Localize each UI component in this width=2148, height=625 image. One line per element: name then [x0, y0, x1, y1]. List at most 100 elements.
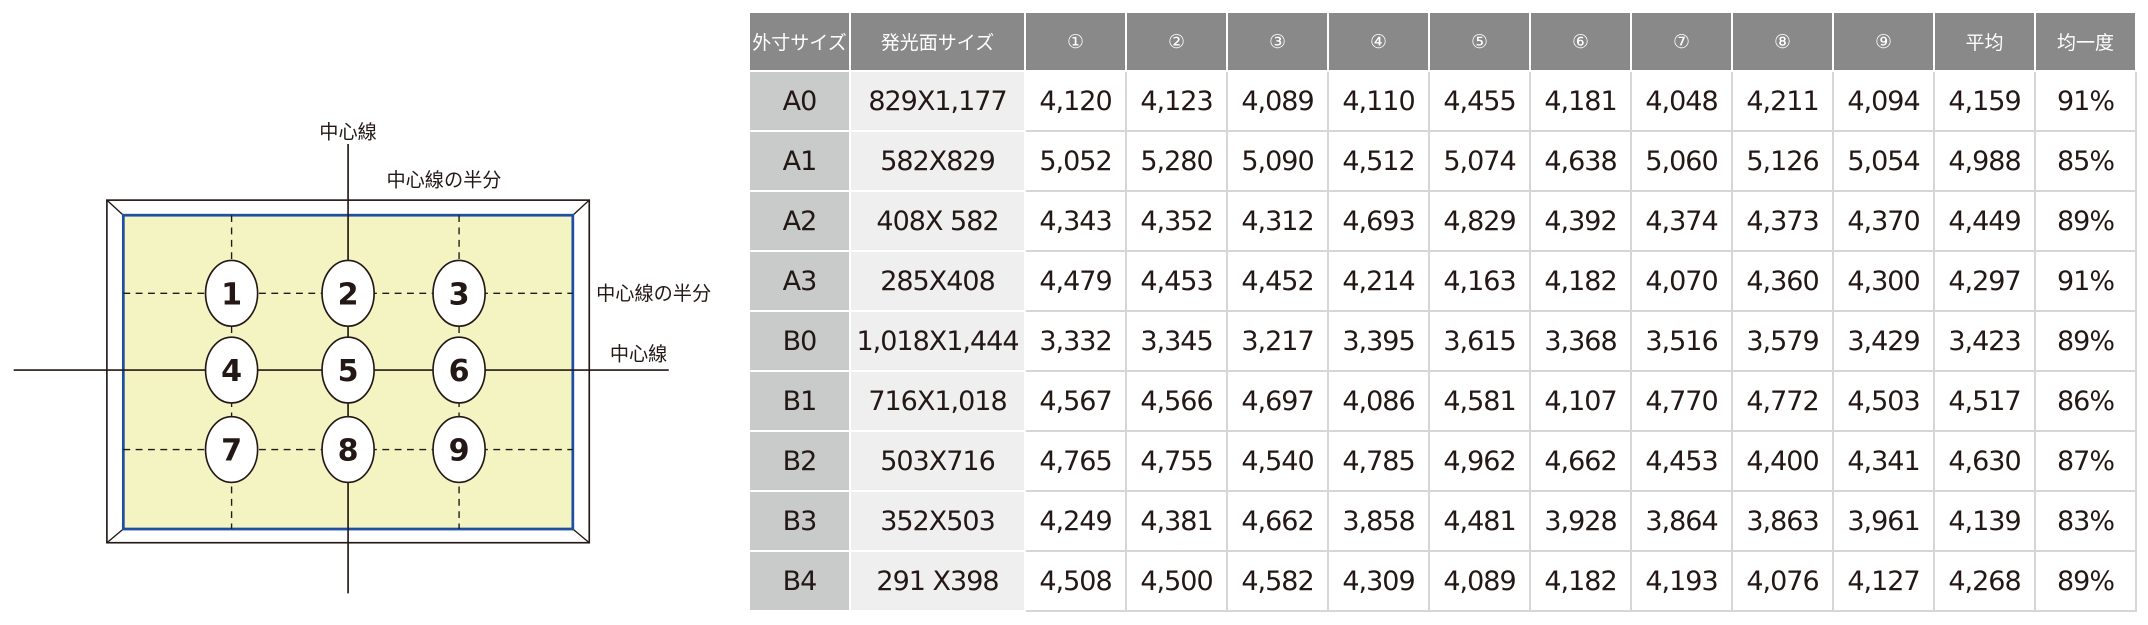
point-value-cell: 4,453 [1630, 430, 1733, 492]
column-header: ② [1125, 11, 1228, 72]
point-value-cell: 4,249 [1024, 490, 1127, 552]
average-cell: 4,139 [1933, 490, 2036, 552]
point-value-cell: 4,312 [1226, 190, 1329, 252]
point-value-cell: 3,961 [1832, 490, 1935, 552]
table-row: B4 291 X398 4,508 4,500 4,582 4,309 4,089 4,182… [748, 550, 2137, 612]
point-value-cell: 4,581 [1428, 370, 1531, 432]
table-row: A2 408X 582 4,343 4,352 4,312 4,693 4,829 4,392… [748, 190, 2137, 252]
average-cell: 4,630 [1933, 430, 2036, 492]
average-cell: 4,159 [1933, 70, 2036, 132]
point-value-cell: 4,567 [1024, 370, 1127, 432]
point-value-cell: 4,123 [1125, 70, 1228, 132]
uniformity-cell: 91% [2034, 250, 2137, 312]
point-circle [321, 259, 375, 328]
column-header: 発光面サイズ [849, 11, 1026, 72]
point-value-cell: 4,110 [1327, 70, 1430, 132]
table-row: B3 352X503 4,249 4,381 4,662 3,858 4,481 3,928 3… [748, 490, 2137, 552]
point-circle [432, 259, 486, 328]
uniformity-cell: 87% [2034, 430, 2137, 492]
measurement-point-3: 3 [432, 259, 486, 328]
point-circle [204, 259, 259, 328]
outer-size-cell: B0 [748, 310, 851, 372]
point-value-cell: 3,615 [1428, 310, 1531, 372]
uniformity-cell: 91% [2034, 70, 2137, 132]
point-number: 5 [338, 354, 359, 389]
uniformity-cell: 85% [2034, 130, 2137, 192]
outer-size-cell: B3 [748, 490, 851, 552]
column-header: ④ [1327, 11, 1430, 72]
measurement-point-6: 6 [432, 336, 486, 404]
point-value-cell: 4,582 [1226, 550, 1329, 612]
point-number: 4 [221, 354, 242, 389]
point-value-cell: 4,755 [1125, 430, 1228, 492]
point-number: 9 [449, 434, 470, 469]
point-value-cell: 4,374 [1630, 190, 1733, 252]
center-line-label-right: 中心線 [610, 342, 668, 365]
point-value-cell: 4,452 [1226, 250, 1329, 312]
column-header: ⑨ [1832, 11, 1935, 72]
point-value-cell: 4,309 [1327, 550, 1430, 612]
point-value-cell: 4,540 [1226, 430, 1329, 492]
point-value-cell: 3,858 [1327, 490, 1430, 552]
measurement-point-diagram: 中心線 中心線の半分 中心線の半分 中心線 1 2 3 4 5 6 7 8 9 [13, 120, 711, 594]
illuminance-table: 外寸サイズ 発光面サイズ ① ② ③ ④ ⑤ ⑥ ⑦ ⑧ ⑨ 平均 均一度 A0 829X1,177 4,1… [748, 11, 2137, 612]
point-circle [204, 336, 259, 404]
point-value-cell: 5,052 [1024, 130, 1127, 192]
point-number: 7 [221, 434, 242, 469]
outer-size-cell: A3 [748, 250, 851, 312]
emitting-size-cell: 291 X398 [849, 550, 1026, 612]
uniformity-cell: 89% [2034, 310, 2137, 372]
point-value-cell: 4,500 [1125, 550, 1228, 612]
measurement-point-1: 1 [204, 259, 259, 328]
point-number: 3 [449, 277, 470, 312]
point-value-cell: 4,453 [1125, 250, 1228, 312]
point-value-cell: 4,360 [1731, 250, 1834, 312]
point-value-cell: 4,341 [1832, 430, 1935, 492]
emitting-size-cell: 1,018X1,444 [849, 310, 1026, 372]
point-value-cell: 4,182 [1529, 250, 1632, 312]
point-number: 6 [449, 354, 470, 389]
point-value-cell: 4,693 [1327, 190, 1430, 252]
point-value-cell: 4,107 [1529, 370, 1632, 432]
point-value-cell: 4,370 [1832, 190, 1935, 252]
average-cell: 4,517 [1933, 370, 2036, 432]
point-value-cell: 4,089 [1428, 550, 1531, 612]
point-value-cell: 3,217 [1226, 310, 1329, 372]
point-circle [321, 415, 375, 484]
table-row: A1 582X829 5,052 5,280 5,090 4,512 5,074 4,638 5… [748, 130, 2137, 192]
table-row: B0 1,018X1,444 3,332 3,345 3,217 3,395 3,615 3,… [748, 310, 2137, 372]
point-value-cell: 4,638 [1529, 130, 1632, 192]
point-value-cell: 4,785 [1327, 430, 1430, 492]
point-value-cell: 4,070 [1630, 250, 1733, 312]
table-row: B1 716X1,018 4,567 4,566 4,697 4,086 4,581 4,10… [748, 370, 2137, 432]
point-value-cell: 3,332 [1024, 310, 1127, 372]
point-value-cell: 4,829 [1428, 190, 1531, 252]
point-value-cell: 4,048 [1630, 70, 1733, 132]
point-value-cell: 4,373 [1731, 190, 1834, 252]
point-value-cell: 4,127 [1832, 550, 1935, 612]
average-cell: 4,297 [1933, 250, 2036, 312]
point-value-cell: 4,400 [1731, 430, 1834, 492]
point-value-cell: 3,429 [1832, 310, 1935, 372]
column-header: ⑧ [1731, 11, 1834, 72]
table-row: A0 829X1,177 4,120 4,123 4,089 4,110 4,455 4,18… [748, 70, 2137, 132]
point-value-cell: 4,211 [1731, 70, 1834, 132]
uniformity-cell: 89% [2034, 190, 2137, 252]
point-value-cell: 4,392 [1529, 190, 1632, 252]
point-value-cell: 4,182 [1529, 550, 1632, 612]
column-header: ⑥ [1529, 11, 1632, 72]
point-value-cell: 4,508 [1024, 550, 1127, 612]
point-value-cell: 3,863 [1731, 490, 1834, 552]
uniformity-cell: 89% [2034, 550, 2137, 612]
half-line-label-right: 中心線の半分 [596, 282, 711, 305]
point-value-cell: 4,076 [1731, 550, 1834, 612]
point-value-cell: 4,089 [1226, 70, 1329, 132]
emitting-size-cell: 285X408 [849, 250, 1026, 312]
column-header: ⑦ [1630, 11, 1733, 72]
point-value-cell: 4,481 [1428, 490, 1531, 552]
measurement-point-4: 4 [204, 336, 259, 404]
measurement-point-8: 8 [321, 415, 375, 484]
average-cell: 4,449 [1933, 190, 2036, 252]
point-value-cell: 3,864 [1630, 490, 1733, 552]
average-cell: 4,268 [1933, 550, 2036, 612]
